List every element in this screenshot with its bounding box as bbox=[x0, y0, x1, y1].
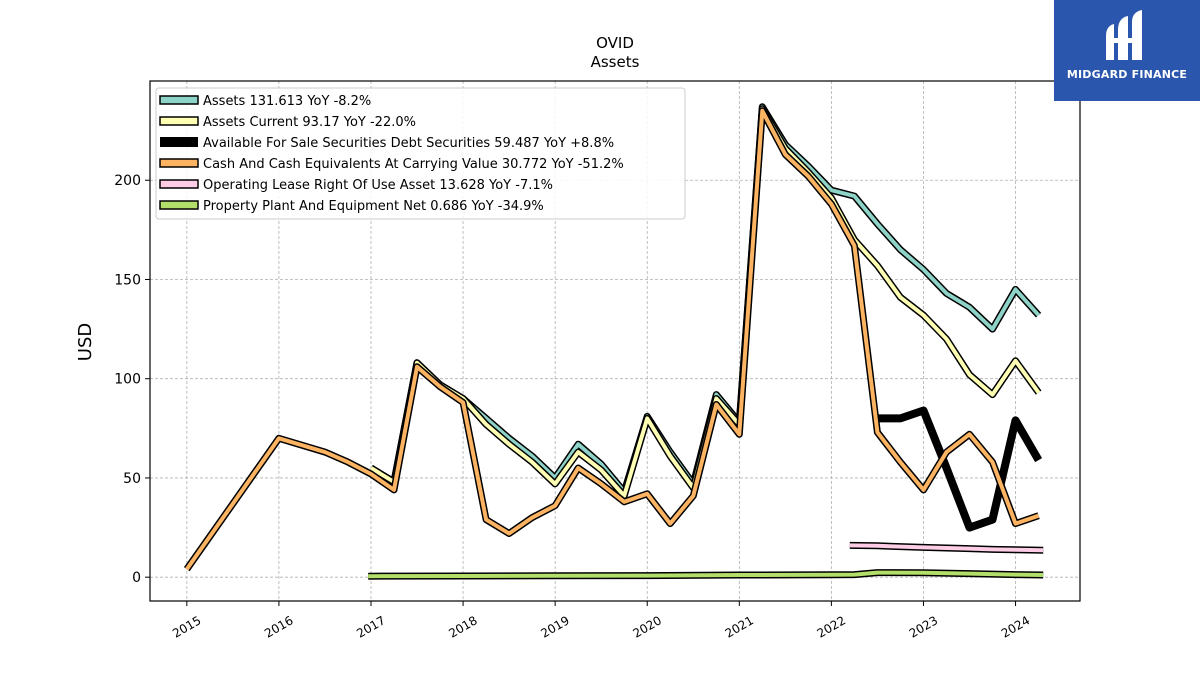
x-tick-label: 2018 bbox=[446, 613, 479, 640]
chart-title: OVID bbox=[596, 34, 634, 52]
series-line bbox=[849, 543, 1044, 553]
legend-label: Cash And Cash Equivalents At Carrying Va… bbox=[203, 157, 624, 172]
legend-label: Assets 131.613 YoY -8.2% bbox=[203, 94, 371, 109]
y-tick-label: 0 bbox=[132, 570, 141, 586]
x-tick-label: 2022 bbox=[815, 613, 848, 640]
x-tick-label: 2020 bbox=[631, 613, 664, 640]
chart-subtitle: Assets bbox=[591, 53, 640, 71]
series-line bbox=[877, 406, 1043, 532]
legend-label: Assets Current 93.17 YoY -22.0% bbox=[203, 115, 416, 130]
brand-name: MIDGARD FINANCE bbox=[1066, 68, 1188, 81]
x-tick-label: 2023 bbox=[907, 613, 940, 640]
brand-mark-icon bbox=[1106, 10, 1142, 60]
x-tick-label: 2021 bbox=[723, 613, 756, 640]
y-tick-label: 200 bbox=[114, 173, 141, 189]
series-line bbox=[368, 570, 1044, 579]
x-tick-label: 2019 bbox=[538, 613, 571, 640]
legend-swatch bbox=[159, 200, 199, 210]
y-tick-label: 150 bbox=[114, 272, 141, 288]
x-tick-label: 2017 bbox=[354, 613, 387, 640]
legend-box bbox=[155, 87, 686, 220]
y-axis-label: USD bbox=[75, 323, 96, 361]
legend-swatch bbox=[159, 158, 199, 168]
brand-logo: MIDGARD FINANCE bbox=[1054, 0, 1200, 101]
legend-label: Available For Sale Securities Debt Secur… bbox=[203, 136, 614, 151]
series-3 bbox=[183, 107, 1040, 572]
series-2 bbox=[877, 406, 1043, 532]
plot-frame bbox=[149, 80, 1081, 602]
y-tick-label: 50 bbox=[123, 471, 141, 487]
legend-swatch bbox=[159, 179, 199, 189]
y-tick-label: 100 bbox=[114, 372, 141, 388]
legend-swatch bbox=[159, 95, 199, 105]
series-layer bbox=[183, 103, 1044, 580]
series-line bbox=[185, 108, 1040, 571]
x-tick-label: 2015 bbox=[170, 613, 203, 640]
legend-swatch bbox=[160, 137, 198, 147]
series-4 bbox=[849, 541, 1044, 554]
legend-swatch bbox=[159, 116, 199, 126]
legend: Assets 131.613 YoY -8.2% Assets Current 9… bbox=[155, 87, 686, 220]
legend-label: Operating Lease Right Of Use Asset 13.62… bbox=[203, 178, 553, 193]
legend-label: Property Plant And Equipment Net 0.686 Y… bbox=[203, 199, 544, 214]
x-tick-label: 2016 bbox=[262, 613, 295, 640]
series-5 bbox=[368, 569, 1044, 580]
x-tick-label: 2024 bbox=[999, 613, 1032, 640]
